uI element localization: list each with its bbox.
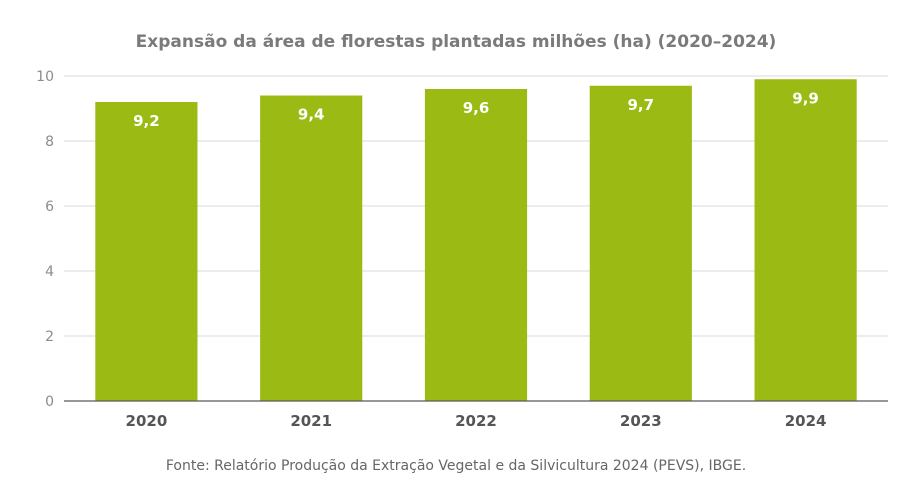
chart-title: Expansão da área de florestas plantadas … bbox=[136, 32, 777, 52]
y-tick-label: 2 bbox=[45, 329, 54, 345]
bar-2021 bbox=[260, 95, 363, 401]
source-note: Fonte: Relatório Produção da Extração Ve… bbox=[166, 458, 746, 474]
data-label: 9,9 bbox=[792, 89, 819, 107]
x-tick-label: 2021 bbox=[290, 412, 332, 430]
x-tick-label: 2024 bbox=[785, 412, 827, 430]
bar-2023 bbox=[589, 85, 692, 401]
y-axis-ticks: 0 2 4 6 8 10 bbox=[36, 69, 54, 410]
y-tick-label: 0 bbox=[45, 394, 54, 410]
bars bbox=[95, 79, 857, 401]
bar-2024 bbox=[754, 79, 857, 401]
y-tick-label: 6 bbox=[45, 199, 54, 215]
x-tick-label: 2022 bbox=[455, 412, 497, 430]
data-label: 9,7 bbox=[628, 96, 655, 114]
y-tick-label: 10 bbox=[36, 69, 54, 85]
x-tick-label: 2020 bbox=[126, 412, 168, 430]
data-labels: 9,2 9,4 9,6 9,7 9,9 bbox=[133, 89, 819, 130]
x-axis-ticks: 2020 2021 2022 2023 2024 bbox=[126, 412, 827, 430]
bar-2022 bbox=[424, 89, 528, 401]
y-tick-label: 8 bbox=[45, 134, 54, 150]
x-tick-label: 2023 bbox=[620, 412, 662, 430]
y-tick-label: 4 bbox=[45, 264, 54, 280]
bar-2020 bbox=[95, 102, 198, 401]
data-label: 9,4 bbox=[298, 106, 325, 124]
data-label: 9,6 bbox=[463, 99, 490, 117]
data-label: 9,2 bbox=[133, 112, 160, 130]
